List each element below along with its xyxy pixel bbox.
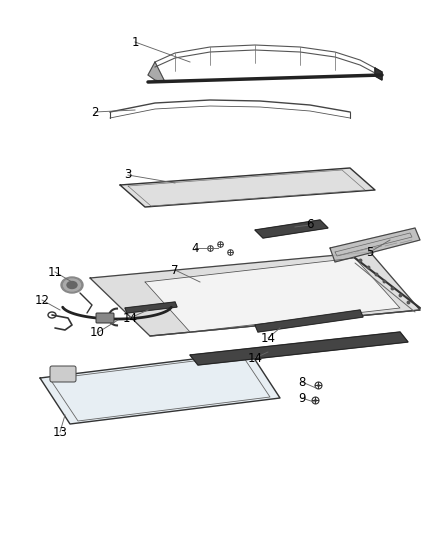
Text: 14: 14 bbox=[261, 332, 276, 344]
Polygon shape bbox=[148, 62, 165, 82]
Polygon shape bbox=[330, 228, 420, 262]
Text: 4: 4 bbox=[191, 241, 199, 254]
Text: 14: 14 bbox=[123, 311, 138, 325]
Polygon shape bbox=[90, 252, 420, 336]
Ellipse shape bbox=[64, 279, 81, 291]
Text: 6: 6 bbox=[306, 219, 314, 231]
Polygon shape bbox=[125, 302, 177, 313]
Polygon shape bbox=[375, 68, 382, 80]
Polygon shape bbox=[40, 352, 280, 424]
Polygon shape bbox=[255, 220, 328, 238]
Text: 2: 2 bbox=[91, 106, 99, 118]
Text: 8: 8 bbox=[298, 376, 306, 389]
Polygon shape bbox=[255, 310, 363, 332]
Text: 14: 14 bbox=[247, 351, 262, 365]
Text: 3: 3 bbox=[124, 168, 132, 182]
Polygon shape bbox=[120, 168, 375, 207]
Text: 1: 1 bbox=[131, 36, 139, 49]
Text: 7: 7 bbox=[171, 263, 179, 277]
Text: 10: 10 bbox=[89, 327, 104, 340]
Text: 5: 5 bbox=[366, 246, 374, 259]
FancyBboxPatch shape bbox=[50, 366, 76, 382]
Text: 11: 11 bbox=[47, 265, 63, 279]
Text: 9: 9 bbox=[298, 392, 306, 405]
Polygon shape bbox=[145, 258, 400, 332]
Text: 12: 12 bbox=[35, 294, 49, 306]
Text: 13: 13 bbox=[53, 425, 67, 439]
Ellipse shape bbox=[61, 277, 83, 293]
FancyBboxPatch shape bbox=[96, 313, 114, 323]
Ellipse shape bbox=[67, 281, 77, 288]
Polygon shape bbox=[190, 332, 408, 365]
